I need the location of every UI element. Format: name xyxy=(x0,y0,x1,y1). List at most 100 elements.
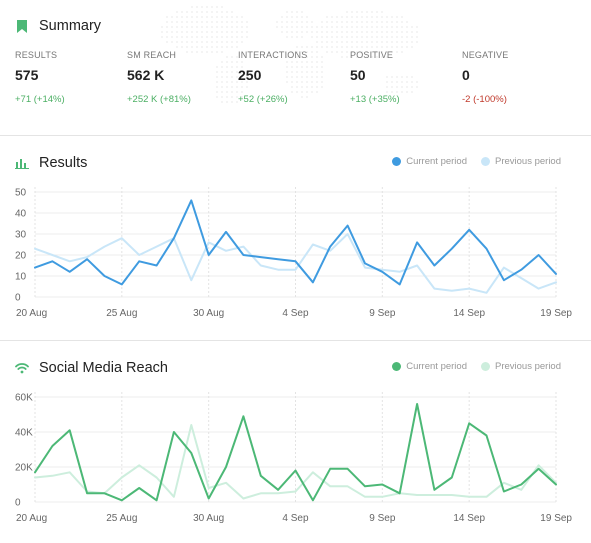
map-dot xyxy=(326,46,328,48)
map-dot xyxy=(291,91,293,93)
map-dot xyxy=(191,6,193,8)
map-dot xyxy=(321,26,323,28)
map-dot xyxy=(226,46,228,48)
map-dot xyxy=(231,56,233,58)
map-dot xyxy=(241,41,243,43)
map-dot xyxy=(326,31,328,33)
map-dot xyxy=(361,56,363,58)
map-dot xyxy=(381,31,383,33)
reach-title: Social Media Reach xyxy=(39,360,168,376)
map-dot xyxy=(206,41,208,43)
map-dot xyxy=(191,11,193,13)
map-dot xyxy=(401,36,403,38)
map-dot xyxy=(306,76,308,78)
map-dot xyxy=(186,21,188,23)
metric-change: +13 (+35%) xyxy=(350,94,400,105)
map-dot xyxy=(356,46,358,48)
map-dot xyxy=(311,51,313,53)
map-dot xyxy=(226,61,228,63)
map-dot xyxy=(171,31,173,33)
x-tick-label: 30 Aug xyxy=(193,308,224,319)
map-dot xyxy=(186,46,188,48)
map-dot xyxy=(386,91,388,93)
map-dot xyxy=(306,61,308,63)
map-dot xyxy=(301,11,303,13)
map-dot xyxy=(191,26,193,28)
x-tick-label: 20 Aug xyxy=(16,308,47,319)
map-dot xyxy=(321,56,323,58)
divider xyxy=(0,135,591,136)
map-dot xyxy=(181,26,183,28)
map-dot xyxy=(186,16,188,18)
map-dot xyxy=(316,26,318,28)
map-dot xyxy=(361,51,363,53)
map-dot xyxy=(391,41,393,43)
legend-previous[interactable]: Previous period xyxy=(480,361,561,372)
map-dot xyxy=(226,56,228,58)
map-dot xyxy=(221,46,223,48)
map-dot xyxy=(371,41,373,43)
map-dot xyxy=(386,51,388,53)
map-dot xyxy=(396,86,398,88)
map-dot xyxy=(371,51,373,53)
map-dot xyxy=(366,36,368,38)
x-tick-label: 30 Aug xyxy=(193,513,224,524)
map-dot xyxy=(276,21,278,23)
map-dot xyxy=(166,31,168,33)
map-dot xyxy=(236,31,238,33)
map-dot xyxy=(366,31,368,33)
map-dot xyxy=(221,71,223,73)
legend-current[interactable]: Current period xyxy=(392,361,467,372)
map-dot xyxy=(221,101,223,103)
y-tick-label: 20 xyxy=(15,251,27,262)
results-title: Results xyxy=(39,155,88,171)
world-map-decoration xyxy=(161,6,418,103)
map-dot xyxy=(366,41,368,43)
map-dot xyxy=(381,26,383,28)
map-dot xyxy=(356,11,358,13)
map-dot xyxy=(321,31,323,33)
map-dot xyxy=(241,66,243,68)
map-dot xyxy=(386,26,388,28)
series-previous-line xyxy=(34,233,557,294)
map-dot xyxy=(241,26,243,28)
legend-current[interactable]: Current period xyxy=(392,156,467,167)
map-dot xyxy=(391,46,393,48)
map-dot xyxy=(301,51,303,53)
map-dot xyxy=(331,26,333,28)
map-dot xyxy=(316,31,318,33)
legend-label: Previous period xyxy=(494,156,561,167)
metric-value: 562 K xyxy=(127,67,165,83)
map-dot xyxy=(386,86,388,88)
legend-label: Current period xyxy=(406,361,467,372)
map-dot xyxy=(376,56,378,58)
map-dot xyxy=(231,61,233,63)
legend-previous[interactable]: Previous period xyxy=(480,156,561,167)
map-dot xyxy=(386,31,388,33)
map-dot xyxy=(406,91,408,93)
map-dot xyxy=(391,26,393,28)
map-dot xyxy=(286,76,288,78)
map-dot xyxy=(216,86,218,88)
map-dot xyxy=(161,36,163,38)
map-dot xyxy=(406,81,408,83)
legend-dot xyxy=(392,157,402,166)
map-dot xyxy=(211,26,213,28)
map-dot xyxy=(391,76,393,78)
map-dot xyxy=(196,51,198,53)
map-dot xyxy=(226,76,228,78)
map-dot xyxy=(311,81,313,83)
map-dot xyxy=(236,101,238,103)
map-dot xyxy=(296,76,298,78)
map-dot xyxy=(396,41,398,43)
map-dot xyxy=(231,86,233,88)
map-dot xyxy=(246,21,248,23)
map-dot xyxy=(296,71,298,73)
map-dot xyxy=(351,51,353,53)
map-dot xyxy=(306,26,308,28)
map-dot xyxy=(176,46,178,48)
metric-label: INTERACTIONS xyxy=(238,50,308,60)
map-dot xyxy=(411,81,413,83)
map-dot xyxy=(331,16,333,18)
map-dot xyxy=(161,26,163,28)
